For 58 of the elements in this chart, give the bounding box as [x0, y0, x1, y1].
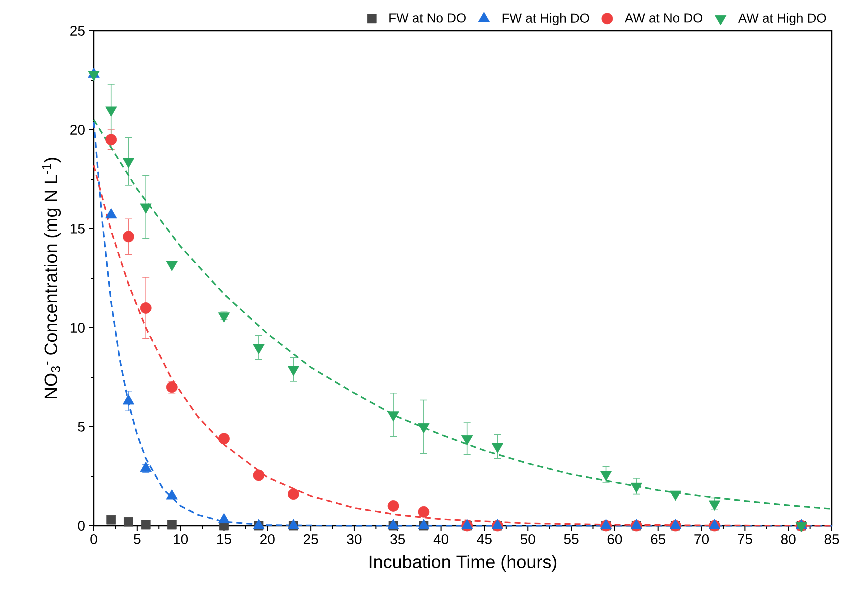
point [124, 517, 134, 527]
x-tick-label: 45 [477, 534, 492, 544]
point [288, 488, 300, 500]
y-tick-label: 10 [70, 323, 85, 333]
y-tick-label: 20 [70, 125, 85, 135]
point [630, 482, 642, 494]
point [462, 435, 474, 446]
x-tick-label: 10 [174, 534, 188, 544]
point [140, 302, 152, 314]
point [106, 106, 118, 117]
point [492, 443, 504, 454]
x-tick-label: 75 [738, 534, 752, 544]
point [141, 520, 151, 530]
legend-label: AW at No DO [624, 14, 703, 23]
x-tick-label: 70 [694, 534, 710, 544]
point [670, 490, 682, 502]
y-tick-label: 0 [78, 521, 85, 531]
legend-label: FW at No DO [390, 14, 466, 23]
point [140, 204, 152, 214]
point [166, 261, 178, 272]
point [600, 471, 612, 482]
x-tick-label: 85 [824, 534, 840, 544]
y-tick-label: 5 [78, 422, 85, 432]
point [253, 470, 265, 482]
y-tick-label: 15 [70, 224, 85, 234]
point [106, 134, 118, 146]
x-tick-label: 60 [608, 534, 622, 544]
point [122, 158, 135, 168]
point [288, 366, 300, 376]
x-tick-label: 80 [781, 534, 796, 544]
point [106, 515, 116, 525]
legend-label: FW at High DO [502, 13, 590, 26]
point [218, 312, 230, 323]
x-tick-label: 5 [134, 534, 141, 544]
y-tick-label: 25 [70, 26, 85, 36]
point [708, 500, 721, 511]
point [418, 424, 430, 434]
x-tick-label: 65 [651, 534, 666, 544]
x-tick-label: 55 [564, 534, 579, 544]
point [167, 520, 177, 530]
x-tick-label: 30 [347, 534, 362, 544]
point [388, 412, 400, 422]
point [253, 344, 265, 354]
x-axis-title: Incubation Time (hours) [370, 555, 557, 572]
x-tick-label: 15 [218, 534, 232, 544]
x-tick-label: 35 [390, 534, 406, 544]
y-axis-title: NO$_{3}$$^{-}$ Concentration (mg N L$^{-1}$) [42, 158, 62, 399]
point [88, 71, 100, 82]
point [388, 500, 400, 512]
x-tick-label: 0 [90, 534, 98, 544]
x-tick-label: 20 [260, 534, 275, 544]
legend-label: AW at High DO [738, 13, 826, 26]
x-tick-label: 50 [520, 534, 536, 544]
point [123, 231, 134, 243]
x-tick-label: 40 [434, 534, 449, 544]
x-tick-label: 25 [304, 534, 318, 544]
point [218, 433, 230, 445]
point [418, 506, 430, 518]
